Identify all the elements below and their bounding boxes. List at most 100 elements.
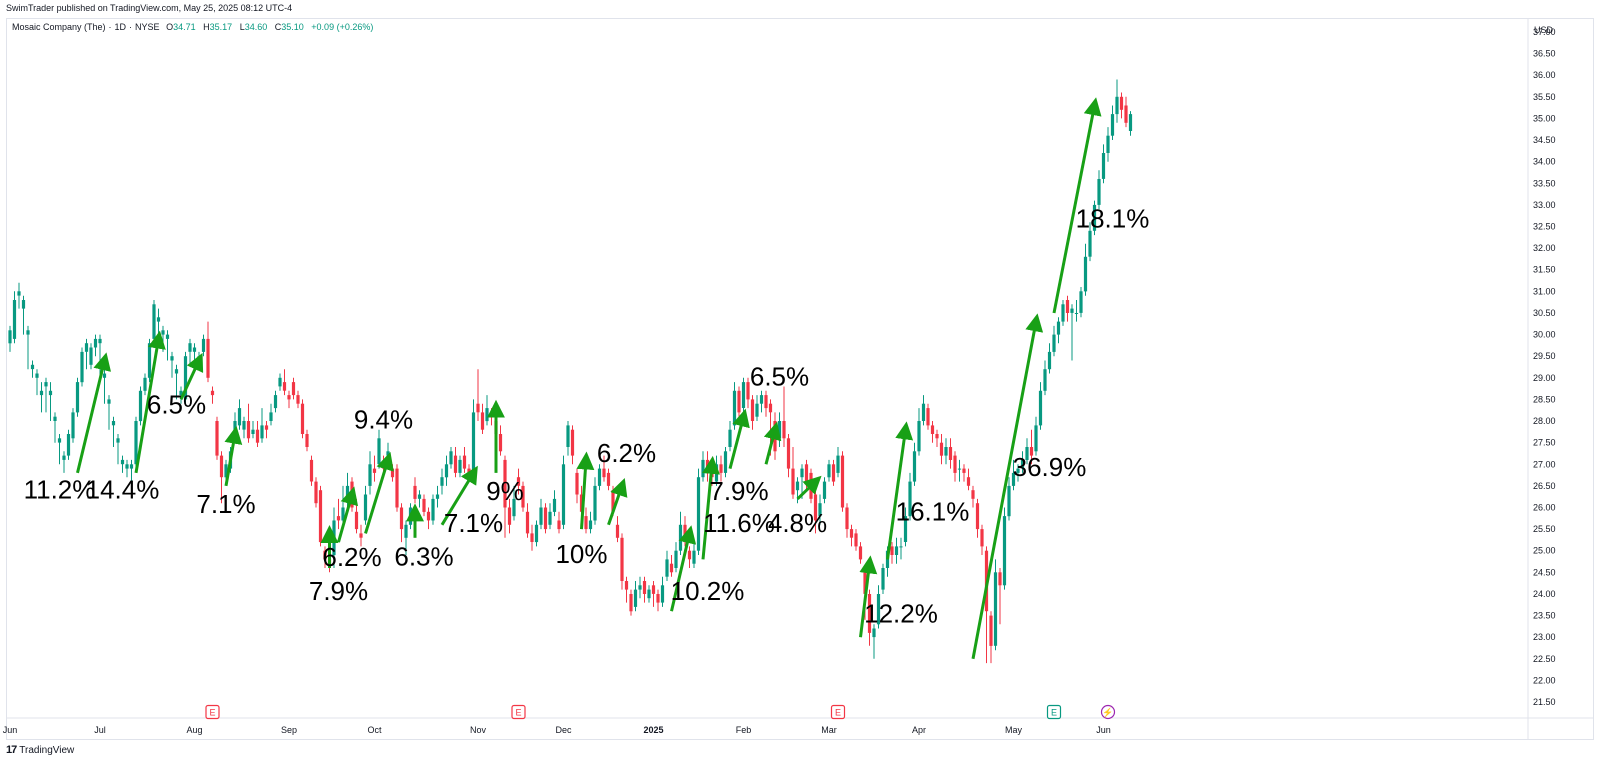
price-axis[interactable]: 21.50 22.00 22.50 23.00 23.50 24.00 24.50 25.00… <box>1533 27 1556 707</box>
candle-body <box>206 338 210 378</box>
candle-body <box>759 395 764 404</box>
candle-body <box>188 343 192 352</box>
candle-body <box>300 403 305 434</box>
candle-body <box>1101 153 1106 179</box>
candle-body <box>930 425 935 434</box>
candle-body <box>786 438 791 469</box>
price-tick-label: 26.50 <box>1533 481 1556 491</box>
price-tick-label: 33.50 <box>1533 178 1556 188</box>
candle <box>1101 144 1106 184</box>
candle <box>615 516 620 543</box>
price-tick-label: 36.00 <box>1533 70 1556 80</box>
candle-body <box>804 464 809 482</box>
time-tick-label: Mar <box>821 725 837 735</box>
candle <box>30 360 35 378</box>
time-tick-label: Sep <box>281 725 297 735</box>
candle-body <box>467 468 471 473</box>
candle-body <box>917 421 921 452</box>
candle-body <box>683 524 687 543</box>
time-tick-label: Nov <box>470 725 487 735</box>
candle <box>215 416 219 460</box>
candle-body <box>746 382 750 400</box>
candle-body <box>80 351 84 383</box>
candle-body <box>98 338 102 344</box>
gain-label: 16.1% <box>896 496 970 526</box>
candle-body <box>836 455 840 473</box>
symbol-legend: Mosaic Company (The) · 1D · NYSE O34.71 H35.… <box>12 22 374 32</box>
candle-body <box>908 481 912 517</box>
candle <box>894 537 899 564</box>
candle <box>849 524 854 547</box>
tradingview-footer[interactable]: 17 TradingView <box>6 744 74 756</box>
chart-frame <box>6 18 1594 740</box>
candle <box>1115 79 1119 123</box>
candle <box>440 468 444 495</box>
candle <box>669 555 674 577</box>
legend-high-label: H <box>203 22 210 32</box>
candle <box>372 455 377 482</box>
candle <box>791 447 795 499</box>
candle <box>584 507 588 534</box>
candle-body <box>62 455 66 460</box>
candle <box>912 442 917 486</box>
candle <box>728 421 732 452</box>
candle-body <box>858 546 863 560</box>
candle-body <box>651 585 656 594</box>
gain-label: 6.5% <box>147 390 206 420</box>
candle-body <box>921 403 926 421</box>
candle <box>242 416 246 439</box>
candle-body <box>1128 114 1133 131</box>
candle-body <box>309 459 314 482</box>
candle <box>507 498 512 534</box>
candle-body <box>453 455 458 473</box>
candle <box>804 459 809 491</box>
price-tick-label: 22.50 <box>1533 654 1556 664</box>
time-tick-label: Oct <box>367 725 382 735</box>
candle-body <box>1056 321 1061 335</box>
candle-body <box>791 468 795 495</box>
candle <box>39 382 44 413</box>
candle <box>17 282 21 309</box>
candle <box>561 455 566 530</box>
candle <box>417 490 422 508</box>
candle <box>12 291 17 344</box>
candle <box>908 472 912 521</box>
candlestick-series <box>8 79 1133 664</box>
candle <box>638 576 642 599</box>
candle <box>1002 507 1007 590</box>
candle-body <box>741 382 746 408</box>
event-markers[interactable]: E E E E ⚡ <box>205 704 1116 720</box>
candle-body <box>116 438 120 443</box>
candle <box>75 377 80 417</box>
candle <box>426 507 431 530</box>
gain-label: 10% <box>555 539 607 569</box>
candle-body <box>291 382 296 396</box>
candle <box>107 395 111 430</box>
candle <box>62 451 66 473</box>
candle-body <box>669 563 674 573</box>
annotation-labels: 11.2%14.4%6.5%7.1%9.4%6.2%7.9%6.3%7.1%9%… <box>24 203 1150 628</box>
candle <box>1034 416 1038 456</box>
gain-label: 7.9% <box>709 476 768 506</box>
candle-body <box>926 408 930 426</box>
candle-body <box>1088 230 1092 257</box>
candle <box>102 369 107 404</box>
candle <box>273 390 278 413</box>
candle-body <box>966 477 971 486</box>
candle-body <box>66 434 71 456</box>
candle-body <box>458 459 462 473</box>
candle-body <box>944 447 948 456</box>
time-axis[interactable]: Jun Jul Aug Sep Oct Nov Dec 2025 Feb Mar Apr May Jun <box>3 725 1111 735</box>
marker-label: E <box>835 708 841 718</box>
candle-body <box>1038 390 1043 426</box>
candle-body <box>534 524 539 543</box>
candle-body <box>1061 304 1065 322</box>
candle <box>471 399 476 478</box>
candle-body <box>53 416 57 421</box>
candle <box>948 438 953 469</box>
gain-label: 7.1% <box>444 508 503 538</box>
price-tick-label: 31.00 <box>1533 286 1556 296</box>
candle <box>336 498 341 530</box>
candle <box>399 503 404 543</box>
